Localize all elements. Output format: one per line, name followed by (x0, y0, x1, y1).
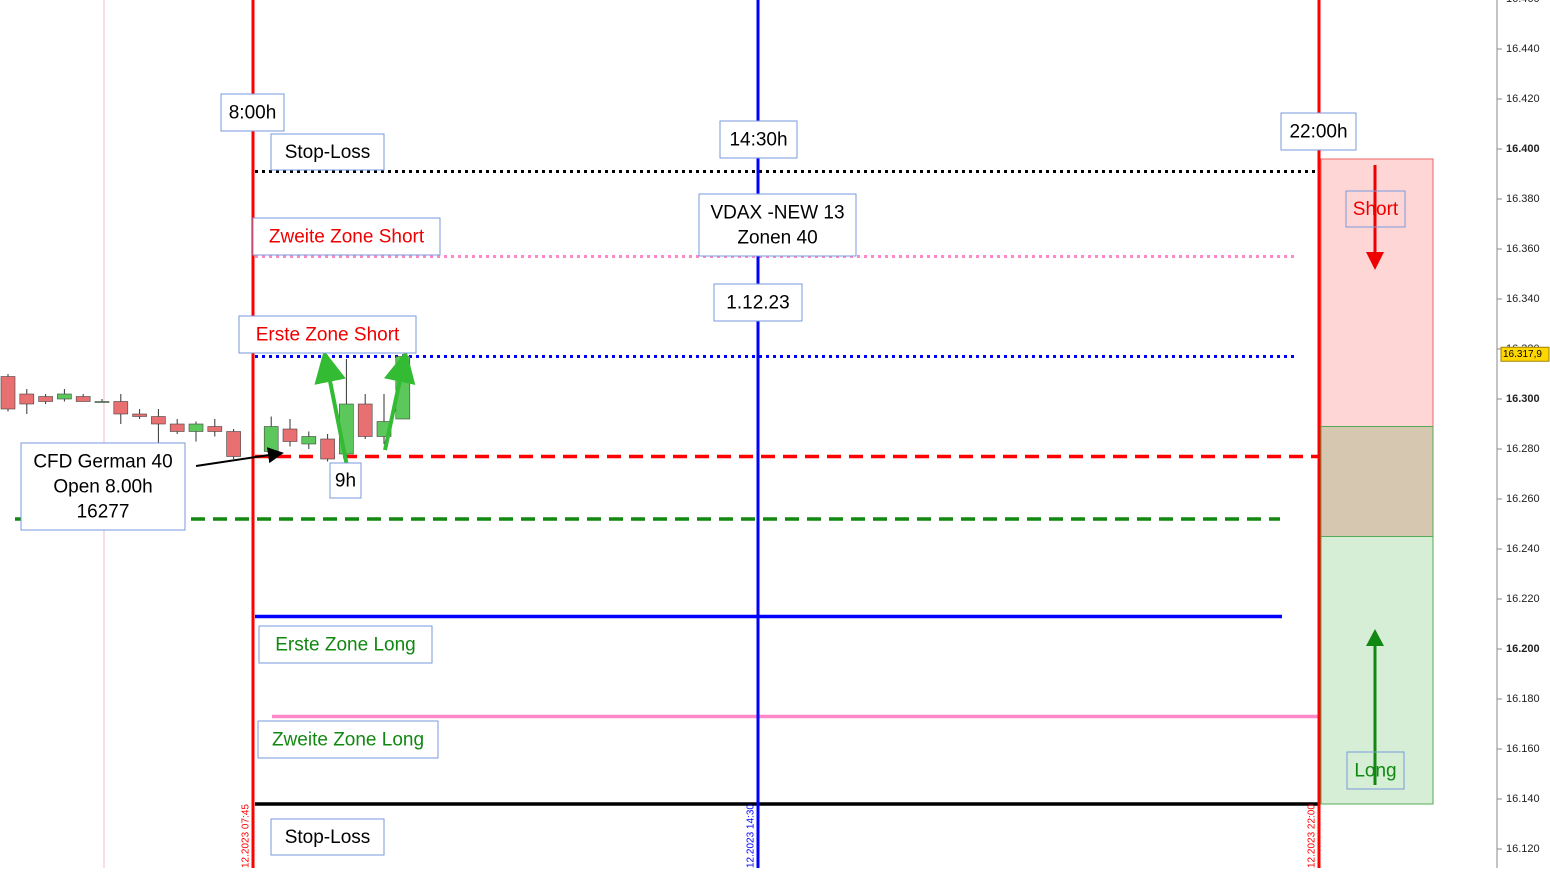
y-tick-label: 16.460 (1506, 0, 1540, 5)
candle-body (357, 403, 373, 437)
price-marker-label: 16.317,9 (1503, 349, 1542, 360)
y-tick-label: 16.200 (1506, 643, 1540, 655)
annotation-text: Zonen 40 (737, 228, 817, 249)
y-tick-label: 16.220 (1506, 593, 1540, 605)
annotation: CFD German 40 Open 8.00h 16277 (20, 442, 186, 531)
annotation-text: Zweite Zone Long (272, 730, 424, 751)
candle-body (207, 426, 223, 432)
axis-panel (1497, 0, 1550, 868)
annotation: Zweite Zone Long (257, 720, 439, 759)
annotation-box (238, 315, 417, 354)
annotation-text: CFD German 40 (33, 452, 172, 473)
annotation: 1.12.23 (713, 283, 803, 322)
annotation: 9h (329, 462, 362, 499)
time-label: 12.2023 07:45 (241, 804, 252, 868)
y-tick-label: 16.360 (1506, 243, 1540, 255)
arrow (383, 350, 416, 451)
y-tick-label: 16.340 (1506, 293, 1540, 305)
annotation-text: Short (1353, 199, 1399, 220)
annotation-box (1280, 112, 1357, 151)
y-tick-label: 16.420 (1506, 93, 1540, 105)
annotation-text: VDAX -NEW 13 (710, 203, 844, 224)
candle-body (19, 393, 35, 405)
annotation-box (258, 625, 433, 664)
candle-body (320, 438, 335, 460)
annotation: 14:30h (719, 120, 798, 159)
y-tick-label: 16.120 (1506, 843, 1540, 855)
candle-body (169, 423, 185, 432)
annotation-text: 8:00h (229, 103, 277, 124)
y-tick-label: 16.140 (1506, 793, 1540, 805)
annotation-box (270, 133, 385, 171)
candle-body (57, 393, 72, 400)
candle-body (0, 376, 16, 410)
annotation: 8:00h (220, 93, 285, 132)
candle-body (282, 428, 298, 442)
annotation-box (713, 283, 803, 322)
candle-body (226, 431, 241, 457)
candle-body (263, 426, 279, 452)
candle-body (151, 416, 166, 425)
annotation-text: Open 8.00h (53, 477, 152, 498)
arrow (314, 350, 349, 467)
annotation-text: Long (1354, 761, 1396, 782)
annotation-box (329, 462, 362, 499)
y-tick-label: 16.280 (1506, 443, 1540, 455)
time-label: 12.2023 14:30 (746, 804, 757, 868)
annotation-text: Stop-Loss (285, 142, 371, 163)
candle-body (75, 396, 91, 402)
annotation: 22:00h (1280, 112, 1357, 151)
annotation-text: 9h (335, 471, 356, 492)
annotation-box (1346, 751, 1405, 790)
y-tick-label: 16.160 (1506, 743, 1540, 755)
candle-body (132, 413, 147, 417)
y-tick-label: 16.380 (1506, 193, 1540, 205)
annotation-text: 22:00h (1289, 122, 1347, 143)
annotation: Long (1346, 751, 1405, 790)
annotation-box (719, 120, 798, 159)
annotation: Zweite Zone Short (252, 217, 441, 256)
candle-body (301, 436, 317, 445)
candle-body (94, 401, 110, 403)
annotation-text: Zweite Zone Short (269, 227, 425, 248)
annotation-text: Stop-Loss (285, 827, 371, 848)
annotation-text: 14:30h (729, 130, 787, 151)
y-tick-label: 16.300 (1506, 393, 1540, 405)
arrow-head (1366, 629, 1384, 646)
annotation: VDAX -NEW 13 Zonen 40 (698, 193, 857, 257)
zone (1320, 426, 1434, 537)
arrow (195, 447, 284, 467)
y-tick-label: 16.400 (1506, 143, 1540, 155)
y-tick-label: 16.440 (1506, 43, 1540, 55)
annotation: Stop-Loss (270, 133, 385, 171)
zone (1320, 536, 1434, 805)
annotation-text: Erste Zone Long (275, 635, 415, 656)
candle-body (38, 396, 53, 402)
annotation-box (698, 193, 857, 257)
time-label: 12.2023 22:00 (1307, 804, 1318, 868)
y-tick-label: 16.240 (1506, 543, 1540, 555)
annotation-text: 16277 (77, 502, 130, 523)
y-tick-label: 16.180 (1506, 693, 1540, 705)
annotation: Short (1345, 190, 1406, 228)
annotation-box (257, 720, 439, 759)
annotation-box (270, 818, 385, 856)
candle-body (113, 401, 129, 415)
annotation-box (20, 442, 186, 531)
annotation-box (252, 217, 441, 256)
candle-body (188, 423, 204, 432)
annotation: Stop-Loss (270, 818, 385, 856)
annotation-text: Erste Zone Short (256, 325, 400, 346)
zone (1320, 158, 1434, 427)
annotation: Erste Zone Short (238, 315, 417, 354)
y-tick-label: 16.260 (1506, 493, 1540, 505)
annotation-box (1345, 190, 1406, 228)
annotation: Erste Zone Long (258, 625, 433, 664)
price-marker (1500, 346, 1550, 362)
annotation-box (220, 93, 285, 132)
annotation-text: 1.12.23 (726, 293, 789, 314)
arrow-head (1366, 252, 1384, 270)
